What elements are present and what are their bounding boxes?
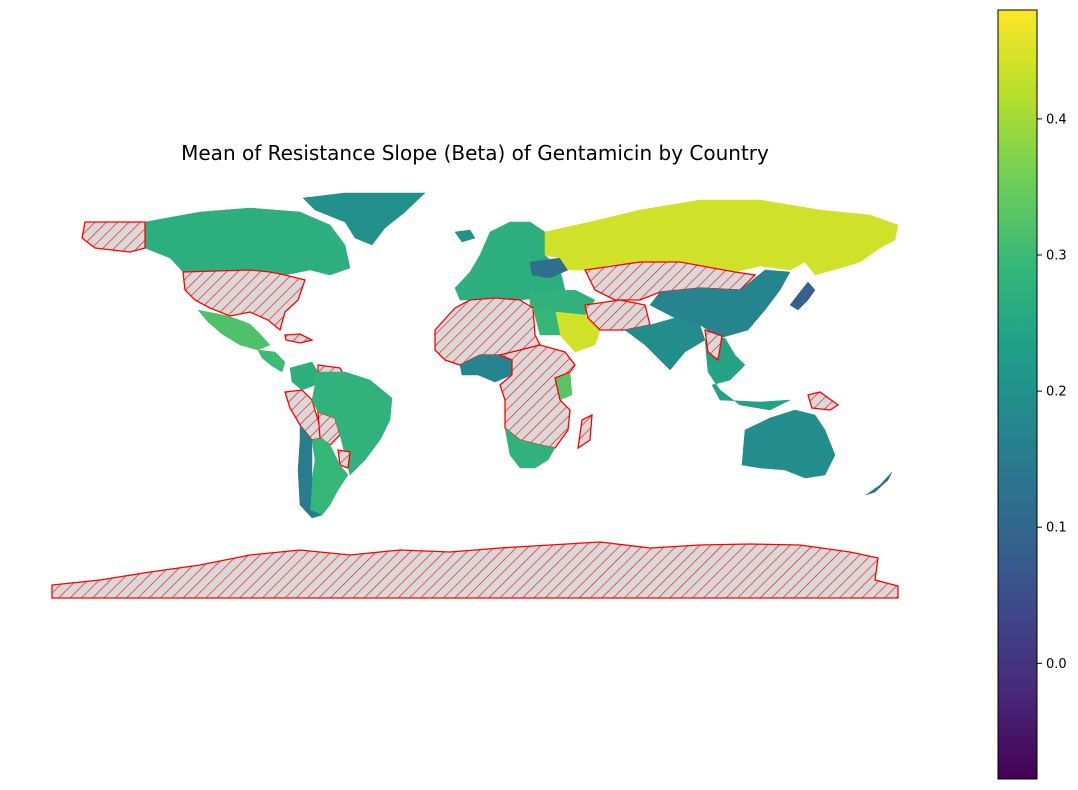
region-egypt: Egypt xyxy=(532,307,561,336)
region-japan: Japan xyxy=(789,281,816,311)
region-canada: Canada xyxy=(144,207,351,276)
region-cuba: Cuba xyxy=(284,333,314,344)
region-myanmar: Myanmar xyxy=(704,329,723,362)
region-madagascar: Madagascar xyxy=(577,413,593,450)
region-antarctica: Antarctica xyxy=(51,541,899,599)
region-australia: Australia xyxy=(741,409,836,479)
region-iceland: Iceland xyxy=(454,229,476,243)
region-mexico: Mexico xyxy=(197,309,271,351)
region-chile: Chile xyxy=(297,424,323,519)
region-central-america: Central America xyxy=(257,349,286,373)
region-greenland: Greenland xyxy=(302,192,426,246)
region-central-africa: Central Africa xyxy=(497,344,576,449)
colorbar-tick-label: 0.4 xyxy=(1046,112,1067,127)
colorbar-tick-label: 0.3 xyxy=(1046,248,1067,263)
region-brazil: Brazil xyxy=(311,371,393,476)
map-title: Mean of Resistance Slope (Beta) of Genta… xyxy=(181,141,769,165)
region-ukraine: Ukraine xyxy=(529,257,569,279)
region-china: China xyxy=(649,269,791,339)
region-southeast-asia: Southeast Asia xyxy=(704,337,791,411)
region-united-states: United States xyxy=(182,269,306,332)
region-paraguay: Paraguay xyxy=(337,449,351,469)
region-india: India xyxy=(624,317,706,371)
region-south-africa: South Africa xyxy=(504,427,556,469)
colorbar-tick-label: 0.0 xyxy=(1046,657,1067,672)
region-alaska: Alaska xyxy=(81,221,146,253)
region-papua-new-guinea: Papua New Guinea xyxy=(807,391,840,411)
colorbar-tick-label: 0.1 xyxy=(1046,521,1067,536)
region-argentina: Argentina xyxy=(309,437,349,516)
colorbar-tick-label: 0.2 xyxy=(1046,385,1067,400)
colorbar-gradient xyxy=(997,9,1038,780)
region-new-zealand: New Zealand xyxy=(865,471,893,496)
